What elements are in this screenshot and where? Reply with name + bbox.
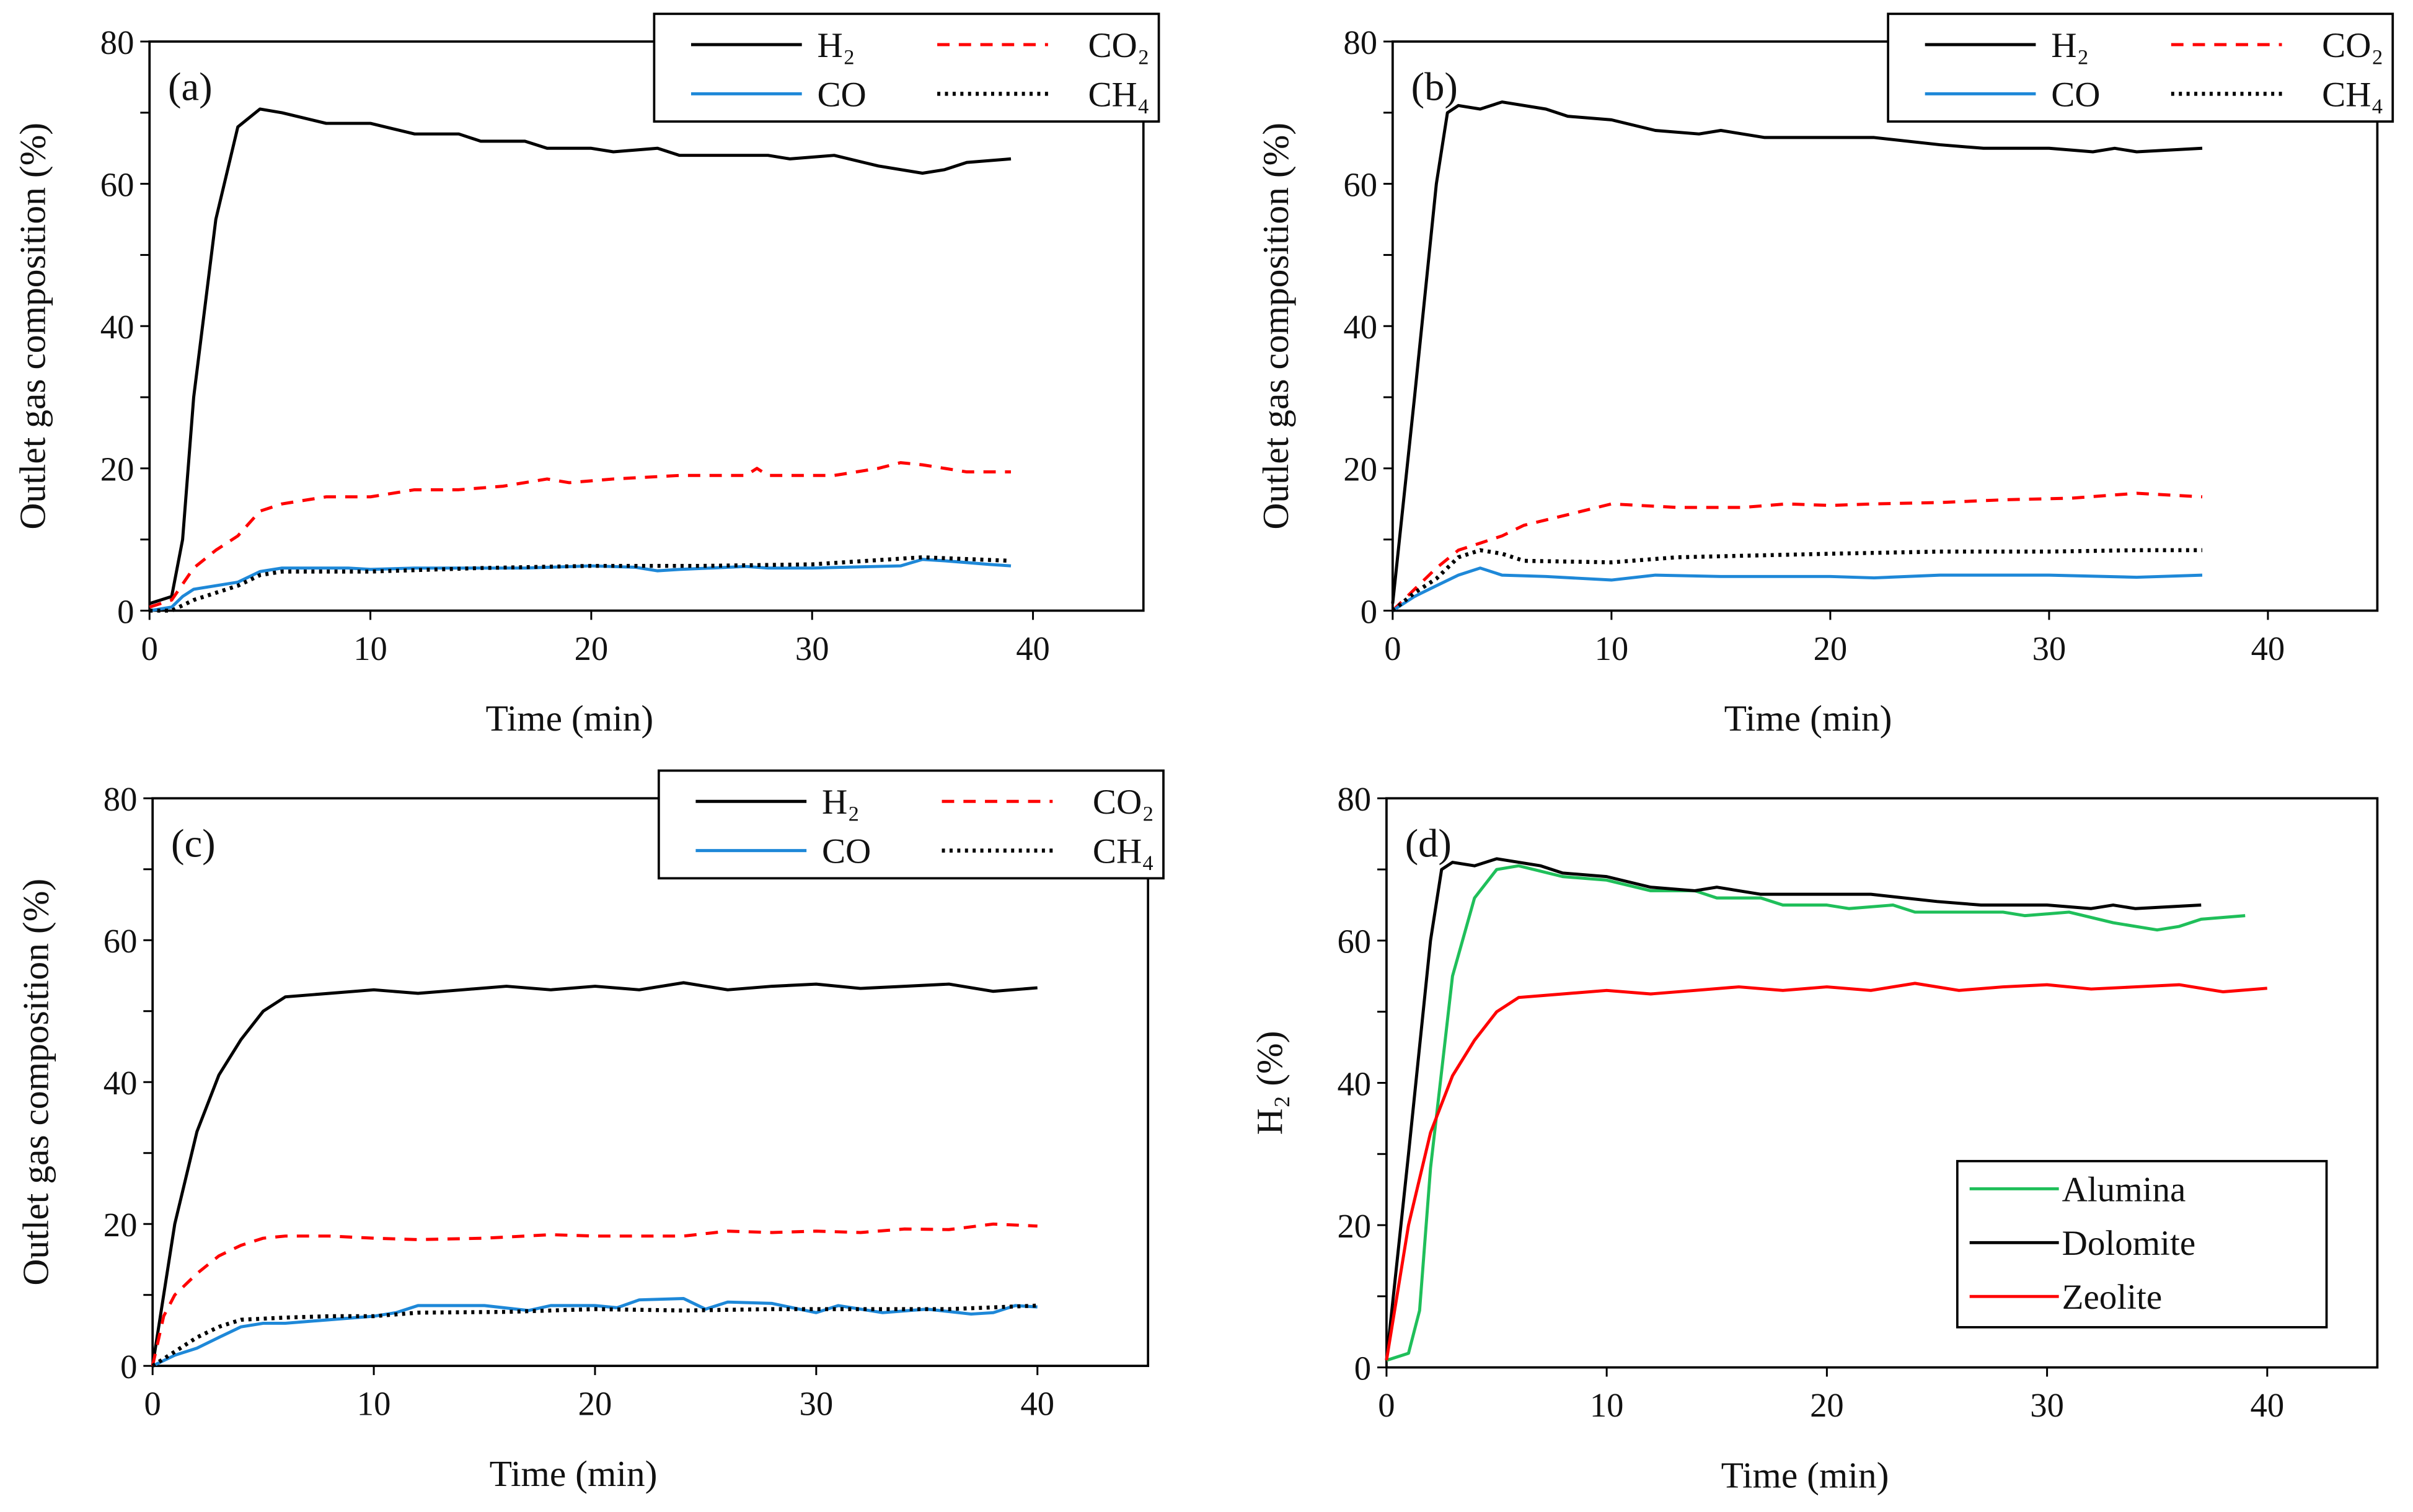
y-tick-label: 0 <box>1361 592 1377 630</box>
legend-label: CO <box>818 75 867 114</box>
x-tick-label: 20 <box>1810 1386 1844 1424</box>
x-tick-label: 20 <box>578 1385 612 1423</box>
legend-label: CO₂ <box>1093 783 1154 822</box>
plot-frame <box>151 797 1150 1368</box>
legend-label: CH₄ <box>1093 832 1154 871</box>
series-line-H₂ <box>149 107 1012 605</box>
y-tick-label: 0 <box>1354 1350 1371 1387</box>
y-tick-label: 60 <box>1343 165 1377 203</box>
legend-label: H₂ <box>2051 26 2089 65</box>
panel-label: (b) <box>1411 64 1458 108</box>
legend-label: CO₂ <box>2322 26 2383 65</box>
x-tick-label: 30 <box>795 630 829 667</box>
y-tick-label: 60 <box>1338 923 1372 960</box>
panel-b: 0 20 40 60 80 0 10 20 30 40 Time (min) Outlet gas c… <box>1255 12 2394 739</box>
x-tick-label: 30 <box>2030 1386 2064 1424</box>
x-tick-label: 0 <box>1378 1386 1395 1424</box>
legend-label: CH₄ <box>1088 75 1149 114</box>
y-tick-label: 60 <box>104 922 138 960</box>
x-axis-label: Time (min) <box>1724 698 1892 739</box>
series-line-Dolomite <box>1385 857 2202 1361</box>
x-tick-label: 30 <box>2032 630 2067 667</box>
y-tick-label: 40 <box>1338 1065 1372 1102</box>
legend-label: Dolomite <box>2062 1224 2196 1263</box>
y-tick-label: 0 <box>120 1348 137 1386</box>
legend-box <box>657 769 1165 880</box>
x-tick-label: 40 <box>2251 630 2285 667</box>
y-tick-label: 20 <box>104 1206 138 1244</box>
panel-a: 0 20 40 60 80 0 10 20 30 40 Time (min) Outlet gas c… <box>12 12 1160 739</box>
y-axis-label: Outlet gas composition (%) <box>1255 123 1296 530</box>
y-tick-label: 40 <box>100 308 135 346</box>
series-line-CO₂ <box>149 461 1012 609</box>
series-line-CH₄ <box>1391 548 2202 612</box>
plot-frame <box>148 40 1145 612</box>
x-axis-label: Time (min) <box>485 698 653 739</box>
y-axis-label: H₂ (%) <box>1249 1031 1290 1135</box>
plot-frame <box>1391 40 2379 612</box>
x-axis-label: Time (min) <box>1721 1454 1889 1495</box>
y-tick-label: 80 <box>1338 780 1372 818</box>
legend-label: H₂ <box>822 783 860 822</box>
y-axis-label: Outlet gas composition (%) <box>12 123 53 530</box>
x-tick-label: 30 <box>800 1385 834 1423</box>
series-line-CH₄ <box>151 1303 1038 1368</box>
legend-box <box>653 12 1160 123</box>
series-line-Alumina <box>1386 864 2246 1362</box>
y-tick-label: 60 <box>100 165 135 203</box>
series-line-CO <box>149 558 1012 612</box>
legend-box <box>1887 12 2394 123</box>
y-tick-label: 20 <box>100 451 135 488</box>
y-tick-label: 20 <box>1338 1207 1372 1245</box>
x-tick-label: 40 <box>2251 1386 2285 1424</box>
y-tick-label: 40 <box>104 1064 138 1102</box>
y-axis-label: Outlet gas composition (%) <box>15 879 56 1286</box>
panel-label: (d) <box>1405 821 1452 866</box>
x-tick-label: 10 <box>353 630 387 667</box>
legend-label: CO <box>2051 75 2100 114</box>
y-tick-label: 0 <box>117 592 134 630</box>
panel-c: 0 20 40 60 80 0 10 20 30 40 Time (min) Outlet gas c… <box>15 769 1165 1494</box>
series-line-CO₂ <box>151 1222 1038 1366</box>
panel-label: (c) <box>171 821 216 866</box>
series-line-Zeolite <box>1385 982 2267 1361</box>
y-tick-label: 80 <box>1343 24 1377 61</box>
x-tick-label: 40 <box>1020 1385 1054 1423</box>
y-tick-label: 80 <box>104 780 138 818</box>
x-tick-label: 10 <box>1595 630 1629 667</box>
x-tick-label: 40 <box>1016 630 1050 667</box>
legend-label: Alumina <box>2062 1170 2186 1209</box>
y-tick-label: 20 <box>1343 451 1377 488</box>
legend-label: CO₂ <box>1088 26 1149 65</box>
y-tick-label: 80 <box>100 24 135 61</box>
legend-label: Zeolite <box>2062 1278 2163 1317</box>
x-tick-label: 10 <box>1590 1386 1624 1424</box>
x-tick-label: 0 <box>1384 630 1401 667</box>
y-tick-label: 40 <box>1343 308 1377 346</box>
series-line-H₂ <box>1391 100 2203 604</box>
x-tick-label: 20 <box>1814 630 1848 667</box>
series-line-H₂ <box>151 981 1038 1366</box>
series-line-CO <box>152 1296 1038 1368</box>
legend-label: CO <box>822 832 871 871</box>
x-tick-label: 20 <box>575 630 609 667</box>
panel-label: (a) <box>168 64 213 108</box>
x-tick-label: 10 <box>357 1385 391 1423</box>
legend-label: H₂ <box>818 26 855 65</box>
x-tick-label: 0 <box>144 1385 161 1423</box>
series-line-CO₂ <box>1392 491 2203 612</box>
legend-label: CH₄ <box>2322 75 2383 114</box>
panel-d: 0 20 40 60 80 0 10 20 30 40 Time (min) H₂ (%) (d) Alu… <box>1249 780 2379 1495</box>
series-line-CO <box>1392 566 2203 612</box>
x-axis-label: Time (min) <box>490 1453 658 1494</box>
x-tick-label: 0 <box>141 630 158 667</box>
